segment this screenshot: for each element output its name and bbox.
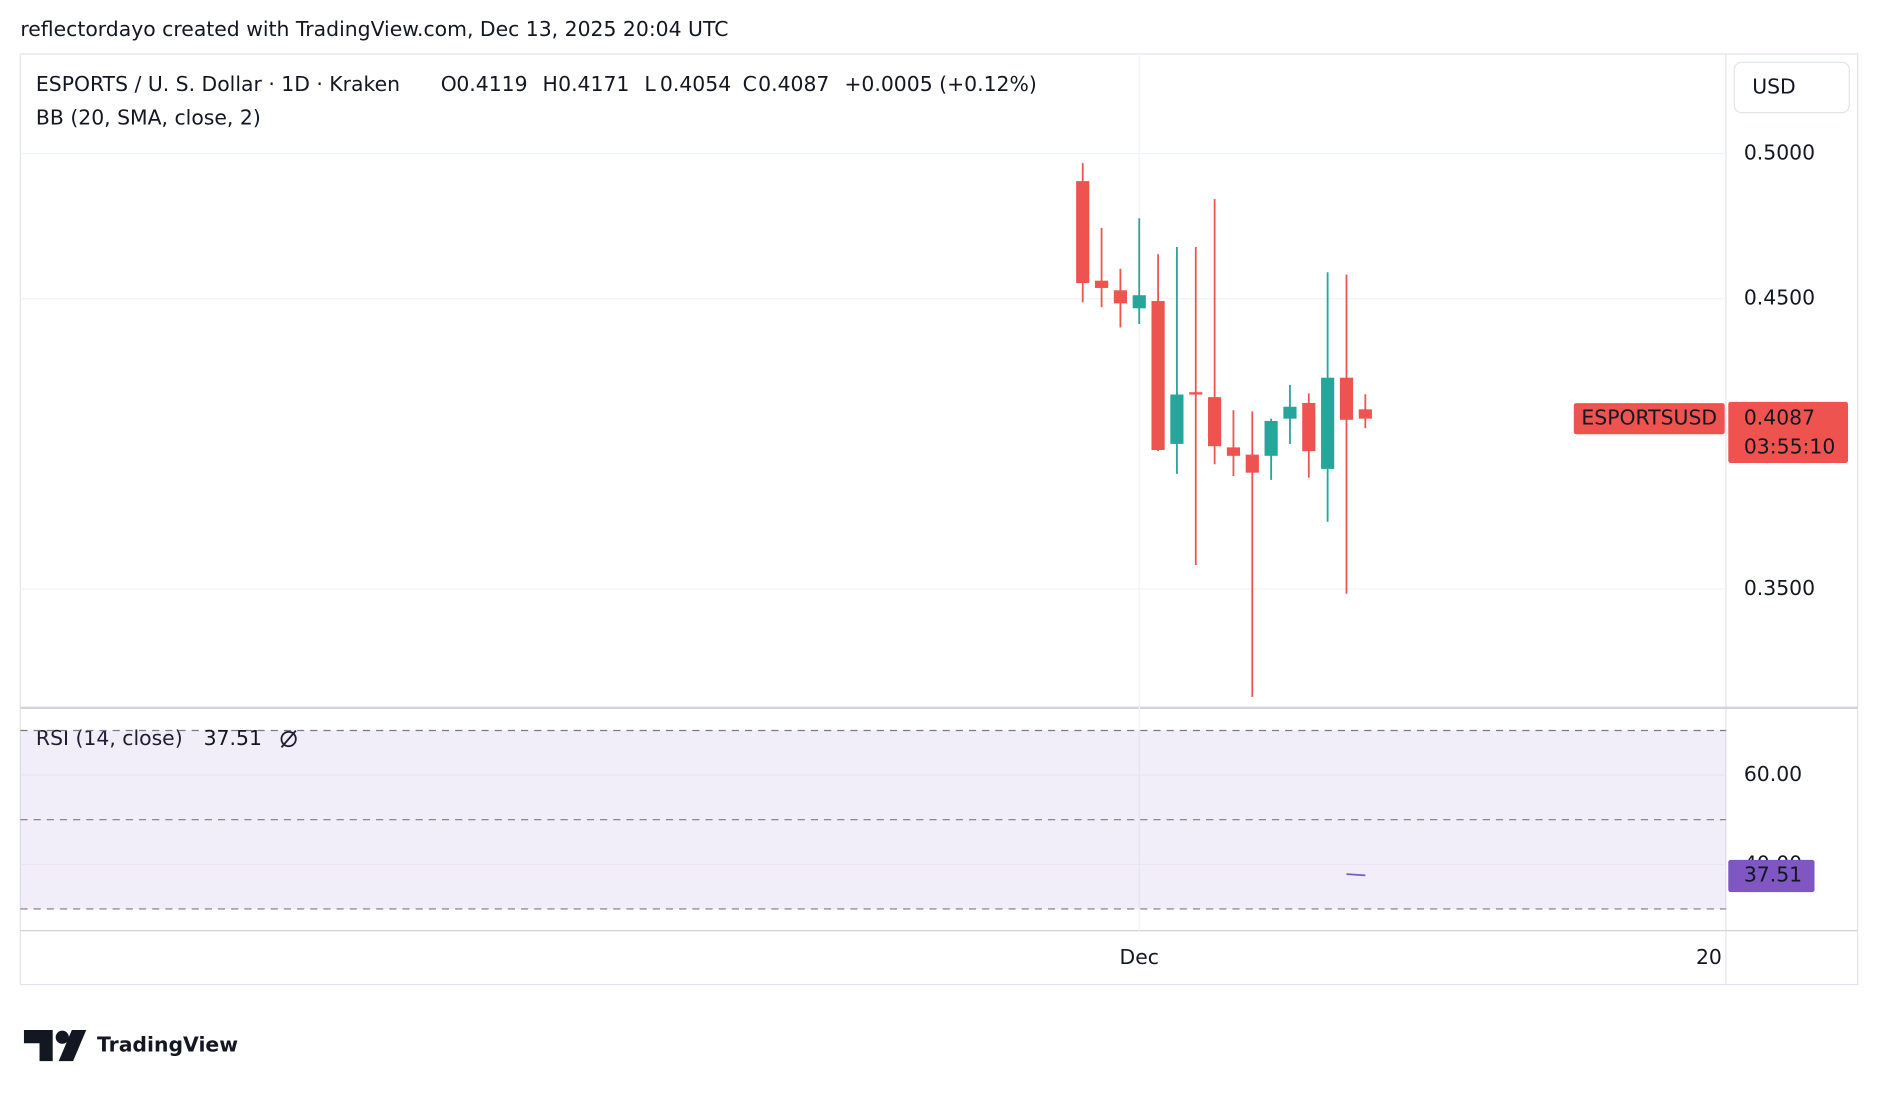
rsi-tag: [1728, 859, 1815, 893]
candle-body: [1245, 454, 1259, 473]
symbol-title: ESPORTS / U. S. Dollar · 1D · Kraken: [36, 72, 400, 96]
candle-body: [1113, 290, 1127, 304]
logo: [23, 1030, 87, 1062]
currency-button[interactable]: [1733, 61, 1850, 114]
currency: USD: [1752, 74, 1796, 98]
x-tick-label: Dec: [1120, 945, 1159, 969]
candle-body: [1094, 280, 1109, 288]
countdown: 03:55:10: [1744, 434, 1835, 458]
candle-body: [1302, 402, 1316, 452]
legend-value: 0.4054: [660, 72, 731, 96]
candle-body: [1264, 420, 1278, 456]
candle-body: [1226, 447, 1241, 456]
candle-body: [1189, 392, 1203, 395]
candle-body: [1358, 409, 1372, 419]
legend-value: 0.4171: [558, 72, 629, 96]
candle-body: [1339, 377, 1354, 420]
candle-body: [1283, 406, 1297, 419]
symbol-tag: [1573, 403, 1725, 435]
y-tick-label: 60.00: [1744, 762, 1802, 786]
candle-body: [1151, 301, 1165, 451]
candle-body: [1170, 394, 1184, 444]
legend-key: L: [644, 72, 656, 96]
candle-body: [1321, 377, 1335, 469]
brand: TradingView: [97, 1033, 238, 1057]
y-tick-label: 0.5000: [1744, 141, 1815, 165]
legend-value: 0.4087: [758, 72, 829, 96]
symbol-tag-label: ESPORTSUSD: [1581, 406, 1717, 430]
price-tag: [1728, 401, 1849, 463]
legend-change: +0.0005 (+0.12%): [844, 72, 1036, 96]
header: reflectordayo created with TradingView.c…: [20, 17, 728, 41]
legend-key: O: [441, 72, 457, 96]
chart-frame: [19, 53, 1859, 986]
rsi-band-fill: [20, 730, 1726, 909]
rsi-tag-value: 37.51: [1744, 862, 1802, 886]
candle-body: [1208, 397, 1222, 447]
rsi-line: [1346, 873, 1366, 877]
rsi-legend-value: 37.51: [204, 726, 262, 750]
hide-icon[interactable]: [280, 730, 297, 748]
y-tick-label: 0.3500: [1744, 576, 1815, 600]
legend-key: C: [743, 72, 757, 96]
indicator-label: BB (20, SMA, close, 2): [36, 106, 261, 130]
legend-key: H: [543, 72, 558, 96]
x-tick-label: 20: [1696, 945, 1722, 969]
legend-value: 0.4119: [456, 72, 527, 96]
candle-body: [1132, 295, 1146, 309]
y-tick-label: 0.4500: [1744, 286, 1815, 310]
candle-body: [1076, 181, 1090, 284]
price-tag-value: 0.4087: [1744, 406, 1815, 430]
